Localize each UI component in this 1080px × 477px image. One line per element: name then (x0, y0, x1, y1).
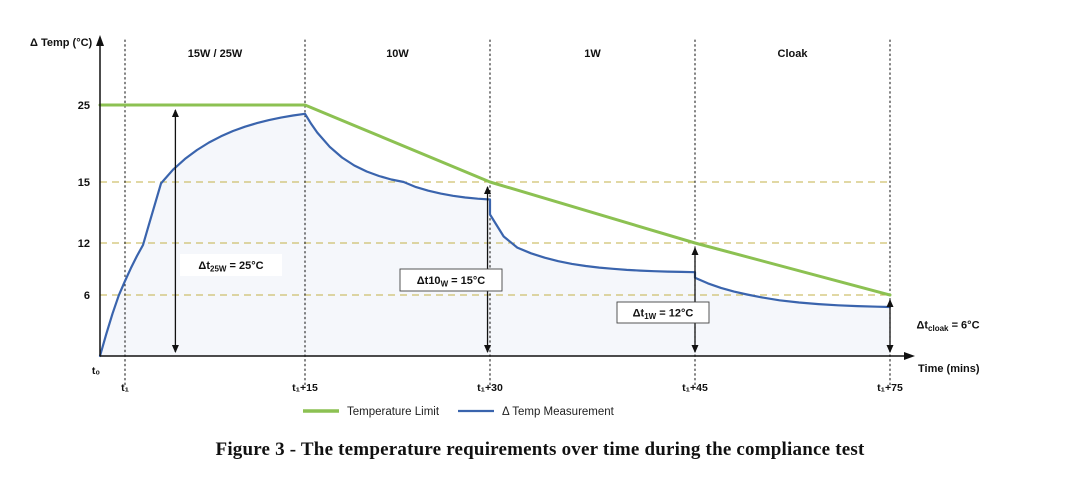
measurement-area-fill (100, 113, 890, 356)
annotation-25W: Δt25W = 25°C (171, 109, 282, 353)
annotation-label: Δtcloak = 6°C (916, 320, 979, 334)
x-axis-title: Time (mins) (918, 363, 980, 375)
y-tick-label: 12 (78, 238, 90, 250)
y-tick-labels: 25 15 12 6 (78, 100, 90, 302)
legend-label: Δ Temp Measurement (502, 406, 615, 418)
x-tick-label: t₁+45 (682, 382, 708, 394)
x-tick-label: t₁+15 (292, 382, 318, 394)
figure-caption: Figure 3 - The temperature requirements … (215, 439, 865, 460)
legend: Temperature Limit Δ Temp Measurement (303, 406, 615, 418)
phase-label: 1W (584, 48, 601, 60)
y-tick-label: 25 (78, 100, 90, 112)
series-temp-measurement (98, 112, 892, 358)
phase-labels: 15W / 25W 10W 1W Cloak (188, 48, 809, 60)
x-tick-label: t₁ (121, 382, 129, 394)
annotation-label: Δt25W = 25°C (198, 260, 263, 274)
annotation-W: Δt10W = 15°C (399, 186, 503, 353)
y-tick-label: 6 (84, 290, 90, 302)
x-tick-label: t₀ (92, 365, 100, 377)
chart-canvas: 15W / 25W 10W 1W Cloak 25 15 12 6 t₀ t₁ t₁+15 t₁+30… (30, 35, 993, 418)
annotation-label: Δt10W = 15°C (417, 275, 486, 289)
phase-label: Cloak (778, 48, 809, 60)
y-axis-title: Δ Temp (°C) (30, 37, 93, 49)
annotation-1W: Δt1W = 12°C (616, 247, 710, 353)
phase-label: 10W (386, 48, 409, 60)
x-tick-labels: t₀ t₁ t₁+15 t₁+30 t₁+45 t₁+75 (92, 365, 903, 394)
y-tick-label: 15 (78, 177, 90, 189)
phase-label: 15W / 25W (188, 48, 243, 60)
series-temperature-limit (98, 103, 892, 297)
axes (96, 35, 915, 360)
annotation-cloak: Δtcloak = 6°C (886, 299, 993, 353)
x-tick-label: t₁+75 (877, 382, 903, 394)
annotation-label: Δt1W = 12°C (633, 308, 694, 322)
legend-label: Temperature Limit (347, 406, 440, 418)
x-tick-label: t₁+30 (477, 382, 503, 394)
